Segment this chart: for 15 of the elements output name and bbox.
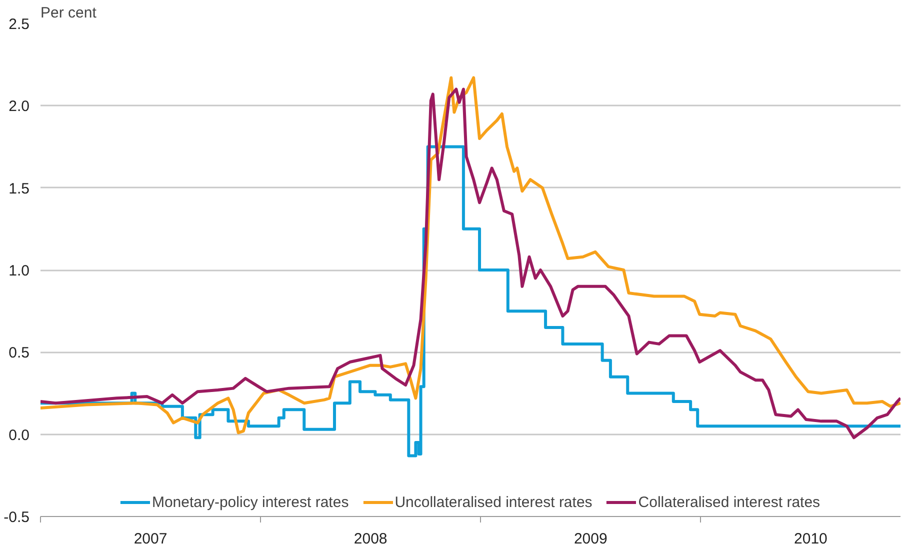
y-tick-label: 0.5 [8,344,30,362]
x-tick-label: 2010 [794,530,828,546]
x-tick-label: 2009 [574,530,608,546]
legend-label: Monetary-policy interest rates [152,494,349,510]
y-tick-label: 2.5 [8,16,30,33]
legend-label: Collateralised interest rates [638,494,820,510]
y-tick-label: -0.5 [4,509,30,526]
y-tick-label: 0.0 [8,426,30,444]
x-tick-label: 2007 [134,530,168,546]
y-tick-label: 1.5 [8,180,30,198]
y-tick-label: 1.0 [8,262,30,280]
y-axis-title: Per cent [40,4,98,22]
legend-label: Uncollateralised interest rates [394,494,592,510]
y-tick-label: 2.0 [8,98,30,116]
x-tick-label: 2008 [354,530,388,546]
